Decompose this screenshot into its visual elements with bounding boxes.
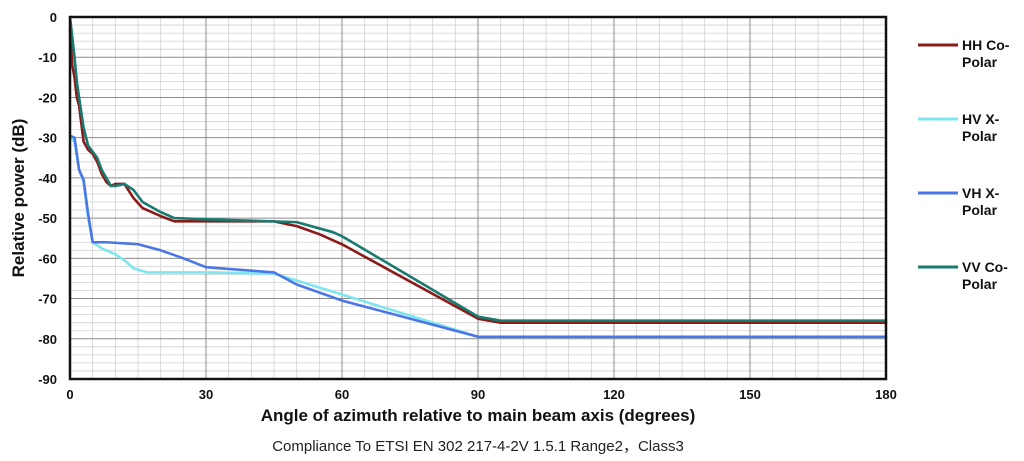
x-tick-label: 120 (603, 387, 625, 402)
x-tick-labels: 0 30 60 90 120 150 180 (66, 387, 896, 402)
series-layer (68, 15, 888, 339)
legend-label-1: Polar (962, 128, 998, 144)
x-tick-label: 150 (739, 387, 761, 402)
y-tick-label: -60 (38, 251, 57, 266)
series-line-3 (68, 15, 888, 322)
y-tick-label: -80 (38, 332, 57, 347)
x-tick-label: 90 (471, 387, 485, 402)
legend-label-3: VV Co- (962, 259, 1008, 275)
x-tick-label: 180 (875, 387, 897, 402)
series-line-2 (68, 134, 888, 339)
legend-label-1: HV X- (962, 111, 1000, 127)
y-axis-title: Relative power (dB) (9, 119, 28, 278)
legend-label-2: Polar (962, 202, 998, 218)
y-tick-label: -90 (38, 372, 57, 387)
x-tick-label: 60 (335, 387, 349, 402)
y-tick-label: -70 (38, 292, 57, 307)
x-tick-label: 30 (199, 387, 213, 402)
x-axis-title: Angle of azimuth relative to main beam a… (261, 406, 696, 425)
chart-caption: Compliance To ETSI EN 302 217-4-2V 1.5.1… (272, 438, 684, 455)
legend-label-0: Polar (962, 54, 998, 70)
y-tick-label: -50 (38, 211, 57, 226)
y-tick-label: 0 (50, 10, 57, 25)
x-tick-label: 0 (66, 387, 73, 402)
legend-label-2: VH X- (962, 185, 1000, 201)
y-tick-label: -30 (38, 131, 57, 146)
y-tick-label: -10 (38, 50, 57, 65)
legend-label-3: Polar (962, 276, 998, 292)
y-tick-labels: 0 -10 -20 -30 -40 -50 -60 -70 -80 -90 (38, 10, 57, 387)
y-tick-label: -20 (38, 90, 57, 105)
legend-label-0: HH Co- (962, 37, 1010, 53)
y-tick-label: -40 (38, 171, 57, 186)
plot-frame (68, 15, 888, 381)
